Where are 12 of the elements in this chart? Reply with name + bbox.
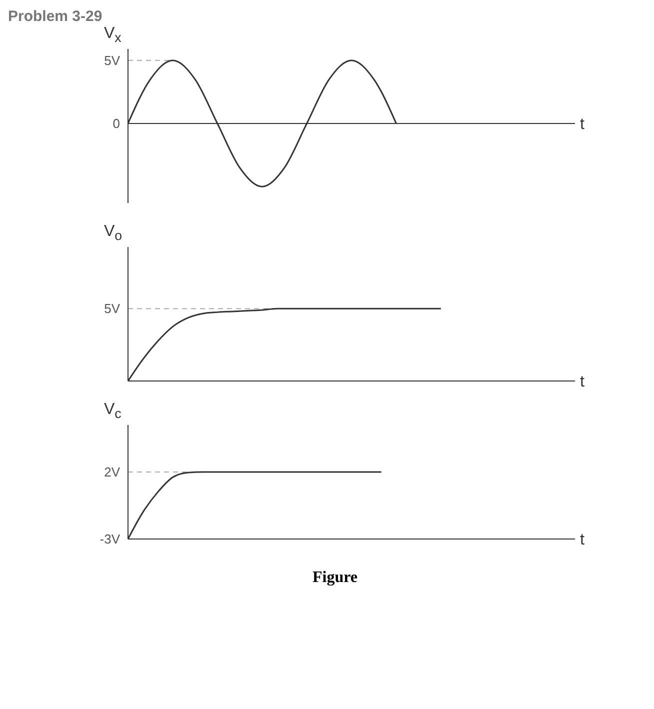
x-axis-title: t [580,374,585,391]
y-axis-title: V$_{c}$ [104,401,122,422]
x-axis-title: t [580,532,585,549]
x-axis-title: t [580,116,585,134]
y-tick-label: 5V [104,52,120,68]
y-tick-label: -3V [100,532,120,547]
chart-title: Problem 3-29 [8,8,104,25]
text: Figure [311,569,359,587]
y-tick-label: 0 [112,116,120,132]
y-tick-label: 2V [104,464,120,480]
y-axis-title: V$_{o}$ [104,223,122,244]
y-axis-title: V$_{x}$ [104,25,122,46]
